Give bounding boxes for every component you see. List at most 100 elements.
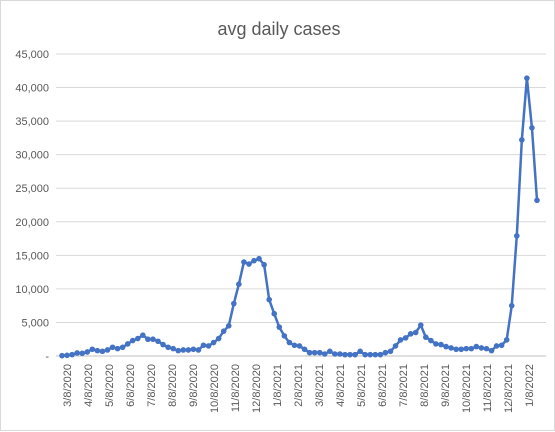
- data-point: [225, 323, 232, 329]
- data-point: [124, 341, 131, 347]
- data-point: [478, 345, 485, 351]
- y-tick-label: 5,000: [21, 317, 49, 329]
- data-point: [271, 310, 278, 317]
- data-point: [129, 337, 136, 344]
- x-tick-label: 2/8/2021: [293, 364, 305, 407]
- data-point: [321, 351, 328, 357]
- data-point: [175, 347, 182, 354]
- data-point: [397, 337, 404, 343]
- data-point: [534, 197, 540, 204]
- x-tick-label: 11/8/2021: [482, 364, 494, 412]
- data-point: [119, 344, 126, 351]
- data-point: [291, 342, 298, 349]
- data-point: [508, 302, 515, 309]
- data-point: [99, 348, 106, 355]
- y-tick-label: 35,000: [15, 116, 49, 128]
- y-tick-label: -: [45, 351, 49, 363]
- data-point: [266, 296, 272, 303]
- data-point: [104, 347, 111, 353]
- data-point: [407, 331, 414, 337]
- data-point: [316, 349, 323, 356]
- data-point: [327, 348, 333, 355]
- data-point: [342, 351, 348, 358]
- x-tick-label: 8/8/2021: [419, 364, 431, 407]
- data-point: [352, 351, 358, 358]
- data-point: [463, 345, 470, 352]
- x-tick-label: 6/8/2021: [377, 364, 389, 407]
- data-point: [276, 324, 283, 330]
- data-point: [286, 339, 293, 346]
- data-point: [185, 347, 192, 353]
- x-tick-label: 1/8/2022: [524, 364, 536, 407]
- data-point: [519, 137, 525, 143]
- data-point: [392, 343, 399, 349]
- data-point: [332, 351, 338, 357]
- data-point: [140, 332, 146, 339]
- data-point: [145, 336, 151, 343]
- data-point: [114, 345, 121, 352]
- data-point: [433, 341, 439, 347]
- data-point: [483, 345, 490, 352]
- x-tick-label: 12/8/2021: [503, 364, 515, 413]
- data-point: [155, 338, 161, 345]
- data-point: [241, 259, 247, 265]
- data-point: [448, 345, 454, 351]
- data-point: [347, 351, 353, 358]
- data-point: [357, 348, 363, 355]
- data-point: [246, 261, 252, 267]
- y-tick-label: 45,000: [15, 49, 49, 61]
- series-line: [61, 76, 539, 357]
- data-point: [337, 351, 343, 357]
- data-point: [453, 346, 459, 353]
- data-point: [180, 347, 187, 353]
- data-point: [382, 349, 389, 356]
- data-point: [513, 233, 520, 239]
- x-tick-label: 4/8/2020: [83, 364, 95, 407]
- data-point: [89, 346, 96, 353]
- x-tick-label: 7/8/2020: [146, 364, 158, 407]
- data-point: [69, 351, 75, 358]
- data-point: [150, 336, 156, 343]
- x-tick-label: 7/8/2021: [398, 364, 410, 407]
- data-point: [251, 257, 257, 264]
- y-tick-label: 30,000: [15, 150, 49, 162]
- x-tick-label: 4/8/2021: [335, 364, 347, 407]
- data-point: [301, 346, 308, 353]
- data-point: [458, 346, 465, 353]
- x-tick-label: 10/8/2020: [209, 364, 221, 413]
- x-tick-label: 9/8/2020: [188, 364, 200, 407]
- data-point: [311, 349, 318, 356]
- data-point: [195, 347, 202, 353]
- data-point: [488, 347, 495, 354]
- x-tick-label: 8/8/2020: [167, 364, 179, 407]
- x-tick-label: 3/8/2020: [62, 364, 74, 407]
- data-point: [412, 329, 419, 336]
- data-point: [79, 350, 86, 357]
- data-point: [165, 344, 171, 351]
- data-point: [428, 337, 434, 344]
- data-point: [200, 342, 207, 349]
- data-point: [94, 347, 101, 354]
- data-point: [296, 343, 303, 349]
- data-point: [417, 322, 424, 328]
- data-point: [261, 261, 267, 268]
- y-tick-label: 10,000: [15, 284, 49, 296]
- data-point: [281, 333, 288, 339]
- chart-title: avg daily cases: [217, 19, 340, 39]
- data-point: [231, 300, 237, 307]
- x-tick-label: 5/8/2020: [104, 364, 116, 407]
- data-point: [256, 255, 262, 262]
- data-point: [205, 343, 212, 349]
- data-point: [64, 352, 70, 359]
- data-point: [84, 349, 91, 355]
- x-tick-label: 9/8/2021: [440, 364, 452, 407]
- y-axis-ticks: - 5,000 10,000 15,000 20,000 25,000 30,000 35,0…: [15, 49, 49, 363]
- series-points: [59, 75, 540, 359]
- gridlines: [56, 53, 546, 323]
- x-axis-ticks: 3/8/2020 4/8/2020 5/8/2020 6/8/2020 7/8/2020…: [62, 364, 536, 413]
- x-tick-label: 5/8/2021: [356, 364, 368, 407]
- data-point: [387, 348, 394, 355]
- data-point: [220, 328, 227, 334]
- y-tick-label: 15,000: [15, 250, 49, 262]
